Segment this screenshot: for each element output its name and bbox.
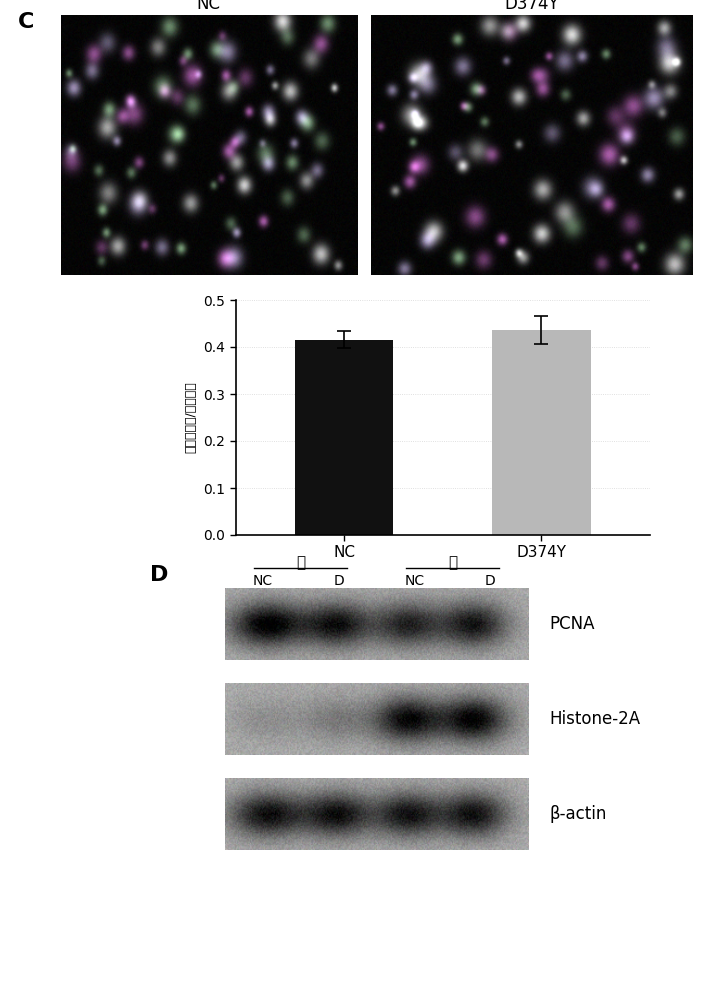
Text: D: D xyxy=(150,565,169,585)
Text: D: D xyxy=(485,574,496,588)
Text: PCNA: PCNA xyxy=(550,615,595,633)
Text: NC: NC xyxy=(405,574,425,588)
Text: NC: NC xyxy=(253,574,273,588)
Y-axis label: 分裂细胞数/总细胞数: 分裂细胞数/总细胞数 xyxy=(185,382,198,453)
Text: 核: 核 xyxy=(448,555,457,570)
Title: NC: NC xyxy=(197,0,221,13)
Text: 质: 质 xyxy=(296,555,306,570)
Text: D: D xyxy=(333,574,344,588)
Text: C: C xyxy=(18,12,34,32)
Bar xyxy=(492,330,590,535)
Title: D374Y: D374Y xyxy=(505,0,559,13)
Text: β-actin: β-actin xyxy=(550,805,607,823)
Bar xyxy=(295,340,393,535)
Text: Histone-2A: Histone-2A xyxy=(550,710,641,728)
